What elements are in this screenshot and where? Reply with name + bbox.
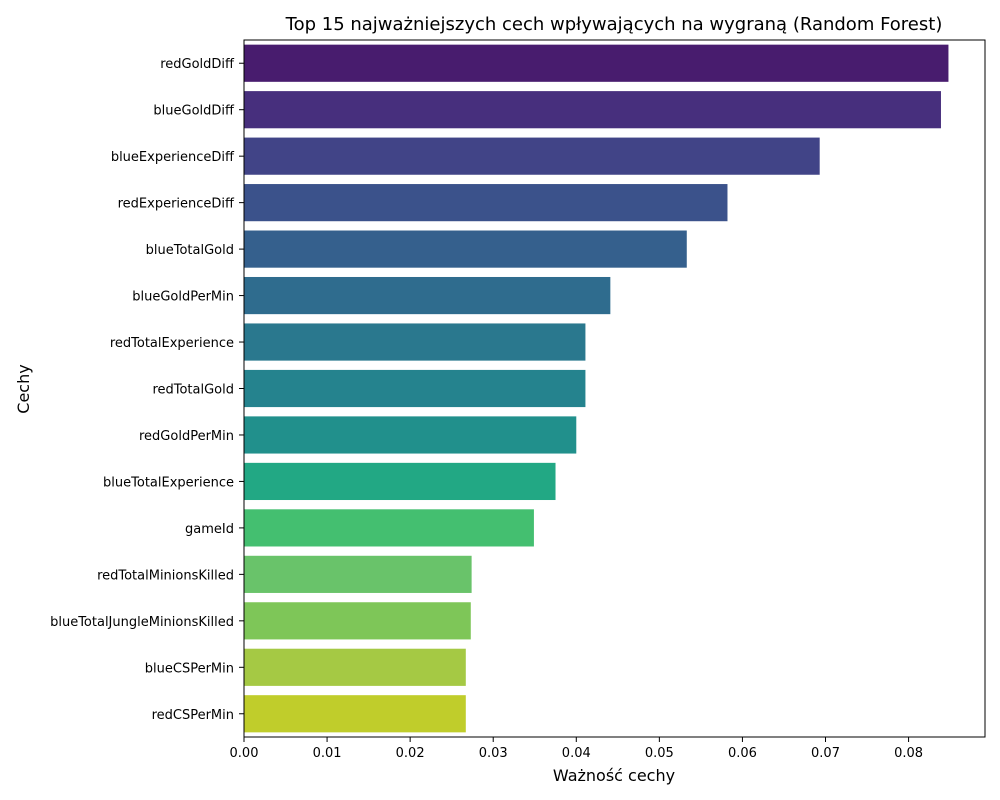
x-tick-label: 0.04 (562, 746, 591, 761)
y-tick-label: blueTotalJungleMinionsKilled (50, 615, 234, 630)
bar-blueGoldPerMin (244, 276, 611, 315)
bar-redExperienceDiff (244, 184, 728, 222)
chart-title: Top 15 najważniejszych cech wpływających… (285, 14, 943, 35)
bar-blueTotalExperience (244, 462, 556, 501)
y-tick-label: blueTotalGold (146, 243, 234, 258)
bar-redCSPerMin (244, 695, 466, 733)
y-tick-label: redGoldPerMin (139, 429, 234, 444)
x-tick-label: 0.00 (230, 746, 259, 761)
y-tick-label: redTotalMinionsKilled (97, 568, 234, 583)
x-axis-label: Ważność cechy (553, 766, 675, 785)
y-tick-label: blueGoldDiff (153, 104, 235, 119)
x-tick-label: 0.03 (479, 746, 508, 761)
y-tick-label: redCSPerMin (152, 708, 234, 723)
x-tick-label: 0.07 (811, 746, 840, 761)
y-axis-label: Cechy (14, 364, 33, 413)
y-tick-label: redExperienceDiff (118, 197, 235, 212)
x-tick-label: 0.02 (396, 746, 425, 761)
y-tick-label: gameId (185, 522, 234, 537)
y-tick-label: blueExperienceDiff (111, 150, 235, 165)
bar-blueGoldDiff (244, 91, 941, 129)
x-tick-label: 0.05 (645, 746, 674, 761)
bar-redTotalExperience (244, 323, 586, 361)
y-tick-label: blueGoldPerMin (132, 290, 234, 305)
bar-blueTotalJungleMinionsKilled (244, 602, 471, 640)
bar-blueTotalGold (244, 230, 687, 268)
plot-area: redGoldDiff blueGoldDiff blueExperienceDif… (50, 39, 986, 761)
y-tick-label: blueTotalExperience (103, 475, 234, 490)
x-tick-label: 0.06 (728, 746, 757, 761)
bar-blueCSPerMin (244, 648, 466, 686)
x-tick-label: 0.01 (313, 746, 342, 761)
bar-redGoldPerMin (244, 416, 577, 454)
plot-frame (243, 39, 986, 738)
bar-redGoldDiff (244, 44, 949, 82)
x-tick-label: 0.08 (894, 746, 923, 761)
y-tick-label: redTotalExperience (110, 336, 234, 351)
y-tick-label: redGoldDiff (160, 57, 235, 72)
bar-redTotalGold (244, 369, 586, 408)
bar-gameId (244, 509, 534, 547)
y-tick-label: redTotalGold (152, 383, 234, 398)
bar-redTotalMinionsKilled (244, 555, 472, 593)
y-tick-label: blueCSPerMin (145, 661, 234, 676)
bar-blueExperienceDiff (244, 137, 820, 175)
